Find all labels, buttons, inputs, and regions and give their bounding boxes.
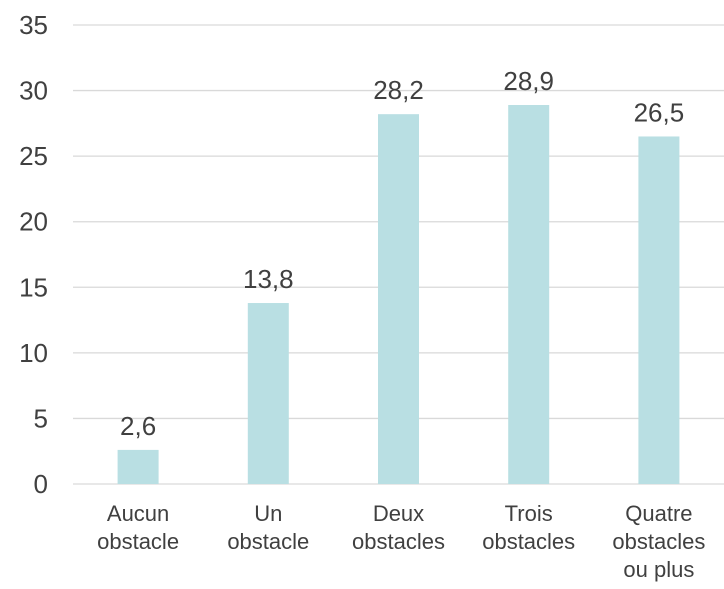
- data-label: 28,9: [503, 66, 554, 96]
- y-tick-label: 30: [19, 76, 48, 106]
- bar: [508, 104, 550, 485]
- data-label: 13,8: [243, 264, 294, 294]
- category-label-line: obstacle: [97, 529, 179, 554]
- y-tick-label: 25: [19, 141, 48, 171]
- bar: [117, 449, 159, 484]
- category-label: Deux obstacles: [352, 501, 445, 554]
- category-label-line: Deux: [373, 501, 424, 526]
- category-label-line: obstacles: [612, 529, 705, 554]
- bar: [378, 114, 419, 485]
- category-label-line: ou plus: [623, 557, 694, 582]
- y-tick-label: 20: [19, 207, 48, 237]
- category-label: Aucun obstacle: [97, 501, 179, 554]
- y-tick-label: 35: [19, 10, 48, 40]
- bar: [247, 303, 289, 484]
- category-label-line: obstacles: [482, 529, 575, 554]
- category-label-line: Quatre: [625, 501, 692, 526]
- bars: [117, 104, 680, 485]
- category-label-line: Trois: [505, 501, 553, 526]
- category-label-line: Aucun: [107, 501, 169, 526]
- category-label: Un obstacle: [227, 501, 309, 554]
- y-tick-label: 0: [34, 469, 48, 499]
- category-label-line: obstacle: [227, 529, 309, 554]
- y-tick-label: 10: [19, 338, 48, 368]
- data-label: 28,2: [373, 75, 424, 105]
- category-label: Trois obstacles: [482, 501, 575, 554]
- data-label: 26,5: [634, 97, 685, 127]
- data-labels: 2,6 13,8 28,2 28,9 26,5: [120, 66, 684, 441]
- y-tick-label: 5: [34, 403, 48, 433]
- category-label-line: obstacles: [352, 529, 445, 554]
- data-label: 2,6: [120, 411, 156, 441]
- category-label-line: Un: [254, 501, 282, 526]
- category-label: Quatre obstacles ou plus: [612, 501, 705, 582]
- y-tick-label: 15: [19, 272, 48, 302]
- y-axis-ticks: 0 5 10 15 20 25 30 35: [19, 10, 48, 499]
- bar: [638, 136, 680, 484]
